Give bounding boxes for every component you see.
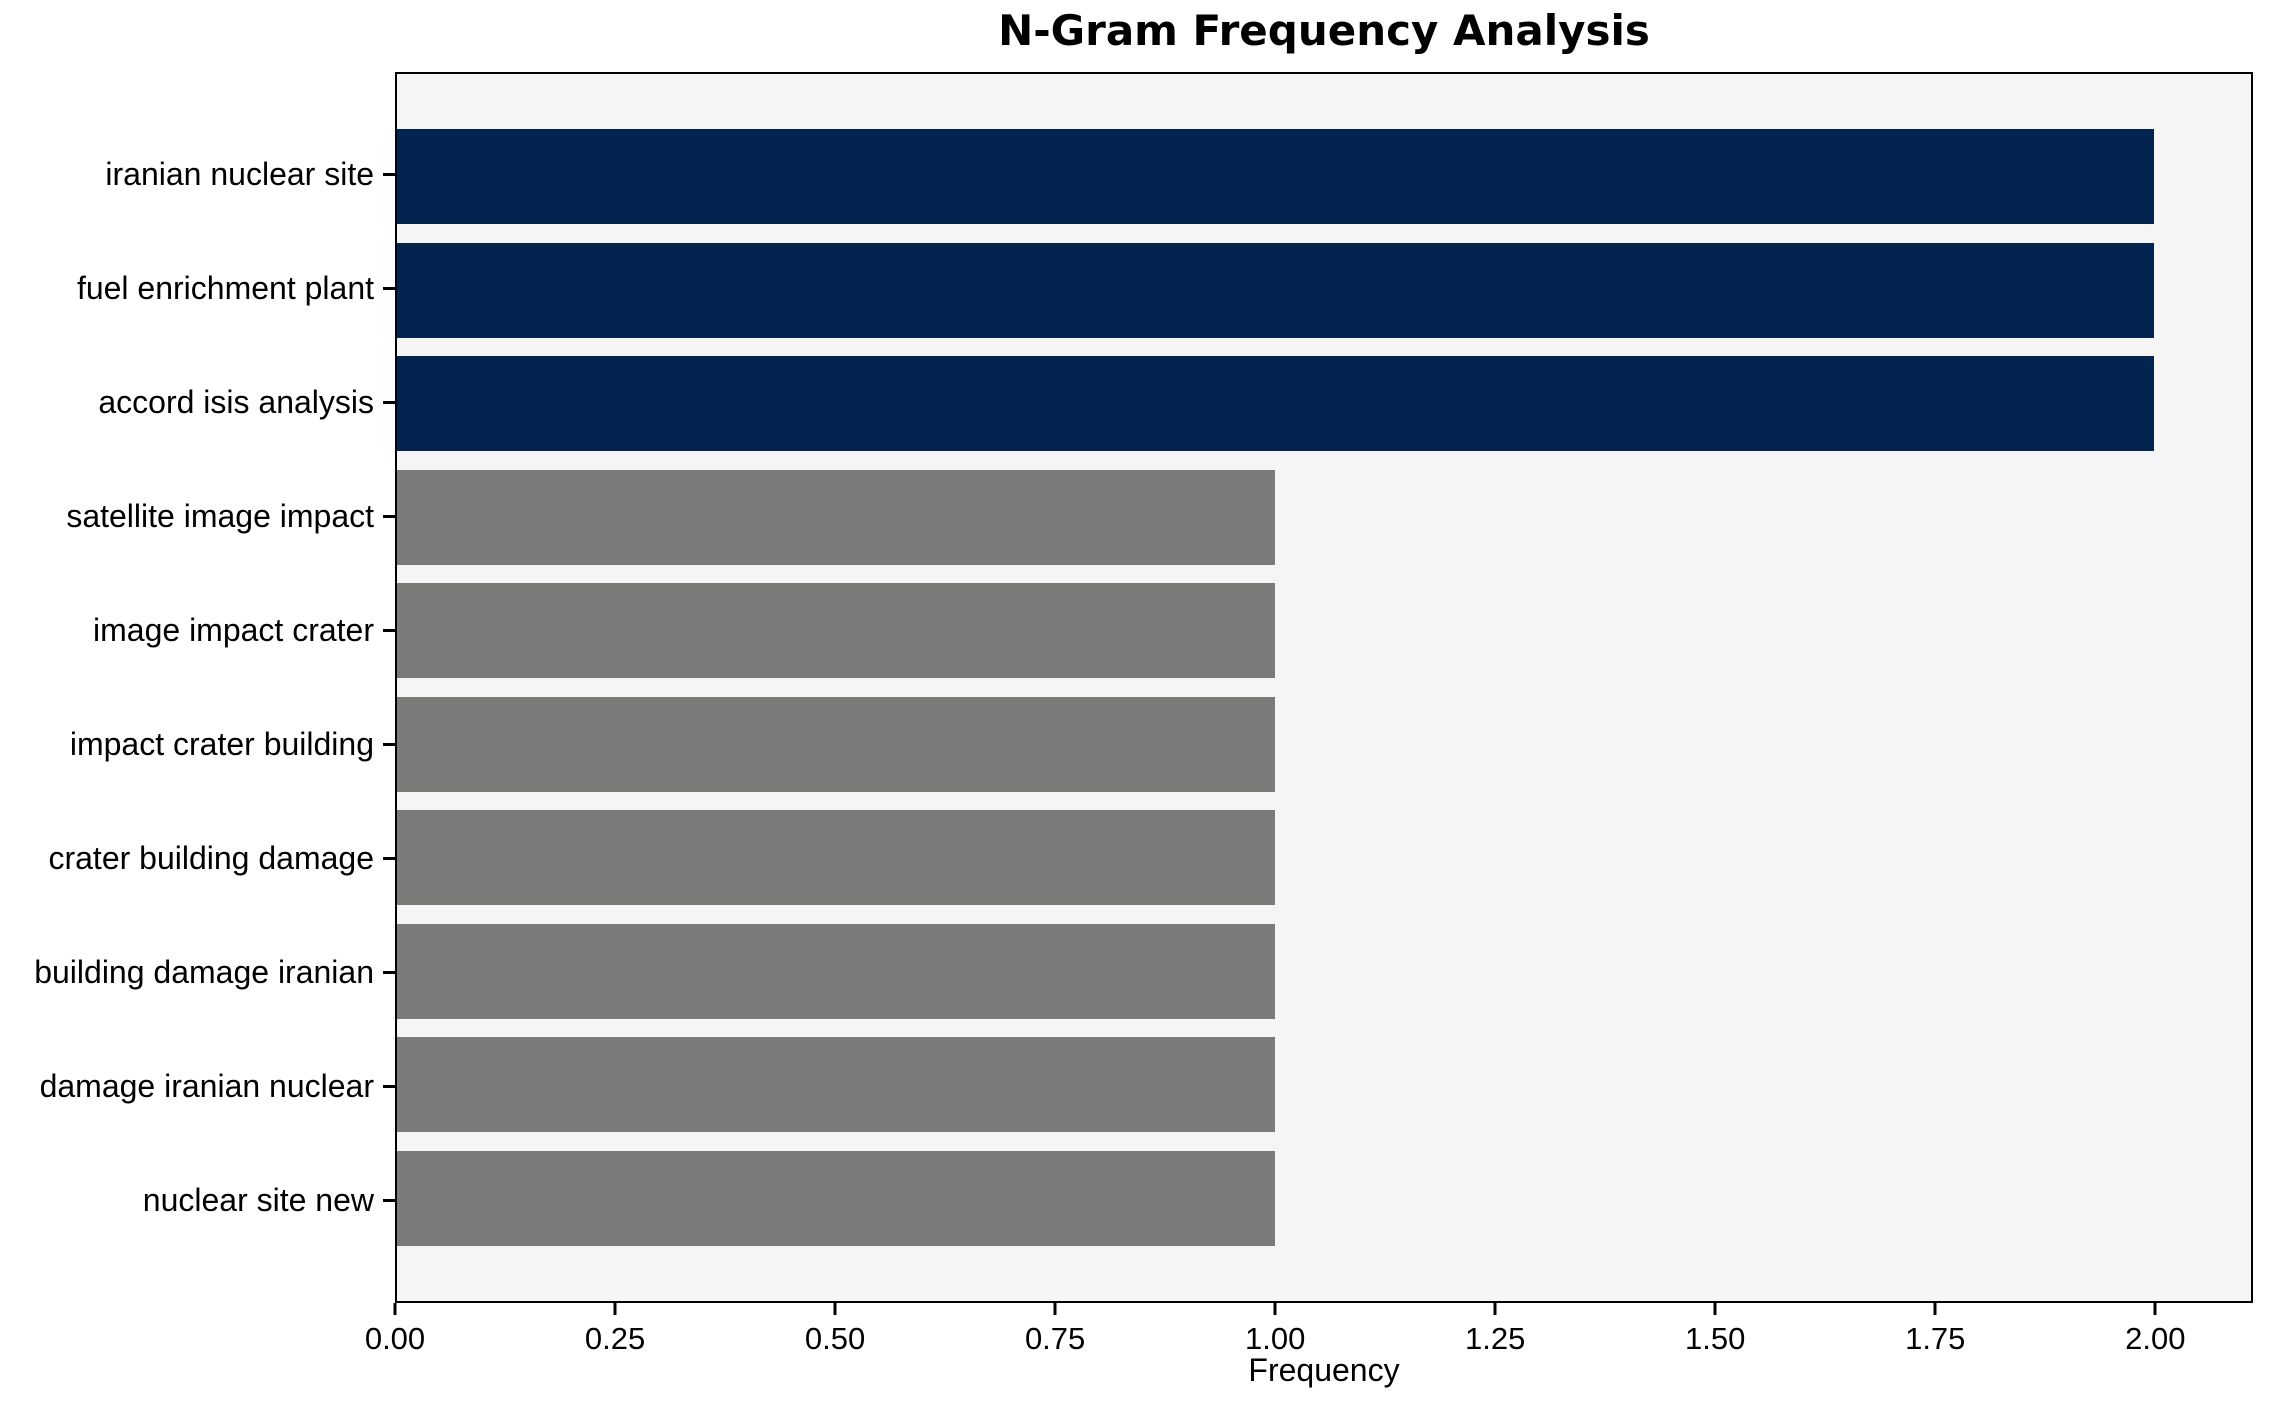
x-tick-label: 1.00 [1244,1321,1306,1356]
y-tick-label: fuel enrichment plant [76,270,374,306]
x-tick-mark [613,1303,617,1315]
y-tick-label: crater building damage [48,840,374,876]
y-tick-label: building damage iranian [34,954,374,990]
x-tick-label: 1.25 [1465,1321,1526,1356]
y-tick-mark [383,857,395,860]
bar [397,923,1276,1019]
x-tick-mark [393,1303,397,1315]
bar [397,129,2154,224]
y-tick-row: satellite image impact [0,469,395,564]
y-tick-mark [383,401,395,404]
y-tick-label: nuclear site new [142,1182,374,1218]
bar [397,1150,1276,1246]
x-axis-title: Frequency [1248,1352,1400,1388]
y-axis-labels: iranian nuclear site fuel enrichment plan… [0,72,395,1303]
bars-container [397,74,2251,1301]
bar [397,583,1276,679]
bar [397,242,2154,338]
y-tick-row: impact crater building [0,697,395,792]
x-tick-label: 1.50 [1685,1321,1746,1356]
y-tick-mark [383,1085,395,1088]
bar [397,356,2154,452]
y-tick-label: accord isis analysis [98,384,374,420]
y-tick-label: satellite image impact [66,498,374,534]
y-tick-row: crater building damage [0,811,395,906]
y-tick-mark [383,1199,395,1202]
y-tick-mark [383,515,395,518]
y-tick-mark [383,971,395,974]
y-tick-label: image impact crater [93,612,374,648]
x-tick-label: 0.00 [364,1321,426,1356]
bar [397,810,1276,906]
x-tick-mark [2153,1303,2157,1315]
x-tick-label: 0.25 [584,1321,646,1356]
x-tick-label: 0.75 [1024,1321,1086,1356]
x-tick-mark [1713,1303,1717,1315]
y-tick-label: iranian nuclear site [105,156,374,192]
x-tick-mark [1933,1303,1937,1315]
bar [397,696,1276,792]
y-tick-row: fuel enrichment plant [0,241,395,336]
chart-title: N-Gram Frequency Analysis [998,6,1650,55]
x-tick-mark [1493,1303,1497,1315]
y-tick-mark [383,173,395,176]
x-tick-mark [1053,1303,1057,1315]
x-tick-mark [833,1303,837,1315]
y-tick-row: nuclear site new [0,1153,395,1248]
y-tick-row: iranian nuclear site [0,127,395,222]
y-tick-label: damage iranian nuclear [39,1068,374,1104]
bar [397,469,1276,565]
bar [397,1037,1276,1133]
y-tick-row: accord isis analysis [0,355,395,450]
x-tick-label: 0.50 [804,1321,866,1356]
plot-area [395,72,2253,1303]
y-tick-mark [383,743,395,746]
x-axis: 0.00 0.25 0.50 0.75 1.00 1.25 1.50 1.75 2.00 [365,1303,2253,1414]
x-tick-label: 2.00 [2125,1321,2186,1356]
x-tick-label: 1.75 [1905,1321,1966,1356]
y-tick-row: damage iranian nuclear [0,1039,395,1134]
y-tick-row: image impact crater [0,583,395,678]
y-tick-mark [383,629,395,632]
y-tick-label: impact crater building [69,726,374,762]
x-tick-mark [1273,1303,1277,1315]
y-tick-row: building damage iranian [0,925,395,1020]
y-tick-mark [383,287,395,290]
